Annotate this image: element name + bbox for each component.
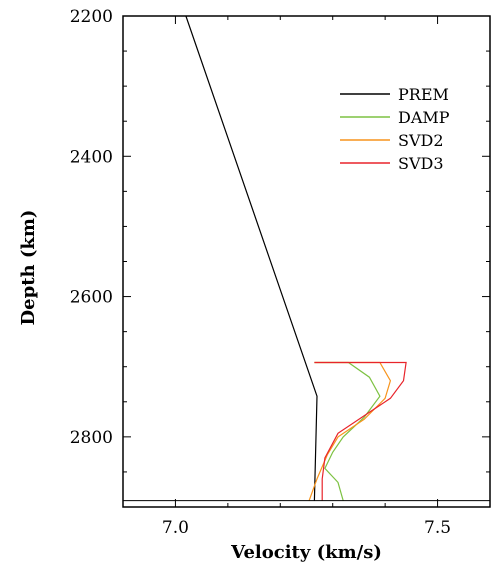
series-line-svd3 bbox=[314, 361, 407, 501]
x-axis-title: Velocity (km/s) bbox=[230, 542, 382, 563]
y-tick-label: 2600 bbox=[70, 288, 113, 308]
legend: PREM DAMP SVD2 SVD3 bbox=[340, 85, 450, 173]
y-tick-label: 2800 bbox=[70, 428, 113, 448]
x-tick-label: 7.5 bbox=[424, 518, 451, 538]
legend-label-svd2: SVD2 bbox=[398, 131, 444, 150]
series-line-prem bbox=[185, 15, 318, 501]
axis-ticks bbox=[122, 15, 491, 508]
series-line-damp bbox=[314, 361, 381, 501]
x-tick-label: 7.0 bbox=[162, 518, 189, 538]
y-tick-label: 2400 bbox=[70, 147, 113, 167]
legend-label-damp: DAMP bbox=[398, 108, 450, 127]
plot-lines bbox=[123, 15, 490, 502]
tick-labels: 2200 2400 2600 2800 7.0 7.5 bbox=[70, 7, 451, 538]
legend-label-svd3: SVD3 bbox=[398, 154, 444, 173]
legend-label-prem: PREM bbox=[398, 85, 449, 104]
y-axis-title: Depth (km) bbox=[18, 210, 39, 326]
y-tick-label: 2200 bbox=[70, 7, 113, 27]
series-line-svd2 bbox=[308, 361, 392, 501]
